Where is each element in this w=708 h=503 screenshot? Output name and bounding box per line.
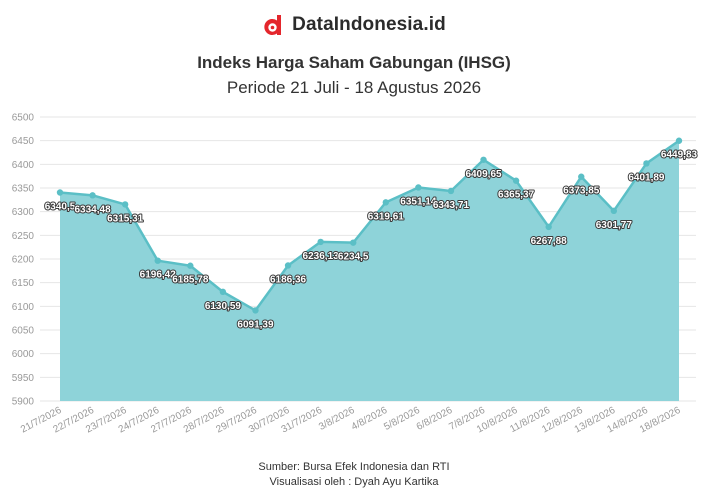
y-tick-label: 6250 (12, 231, 35, 242)
series-line (59, 139, 680, 312)
brand-name: DataIndonesia.id (292, 14, 446, 35)
data-point (89, 192, 96, 199)
data-point (382, 199, 389, 206)
data-label: 6373,85 (563, 186, 600, 197)
data-label: 6301,77 (596, 220, 633, 231)
data-label: 6365,37 (498, 190, 535, 201)
data-label: 6186,36 (270, 274, 307, 285)
y-tick-label: 6000 (12, 349, 35, 360)
brand-header: DataIndonesia.id (0, 14, 708, 36)
data-label: 6091,39 (237, 319, 274, 330)
dataindonesia-logo-icon (264, 15, 282, 35)
data-label: 6130,59 (205, 301, 242, 312)
data-label: 6236,13 (303, 251, 340, 262)
data-point (154, 257, 161, 264)
data-label: 6185,78 (172, 275, 209, 286)
data-point (512, 177, 520, 184)
series-area (60, 140, 679, 401)
y-tick-label: 5900 (12, 397, 35, 408)
data-point (578, 173, 585, 180)
chart-subtitle: Periode 21 Juli - 18 Agustus 2026 (226, 78, 482, 97)
y-tick-label: 6050 (12, 326, 35, 337)
data-label: 6340,5 (45, 201, 76, 212)
data-point (675, 137, 683, 144)
y-tick-label: 5950 (12, 373, 35, 384)
data-label: 6334,48 (75, 204, 112, 215)
y-tick-label: 6200 (12, 255, 35, 266)
y-tick-label: 6500 (12, 113, 35, 124)
data-label: 6401,89 (628, 172, 665, 183)
data-point (610, 207, 618, 215)
data-label: 6196,42 (140, 270, 177, 281)
data-label: 6343,71 (433, 200, 470, 211)
chart-footer: Sumber: Bursa Efek Indonesia dan RTI Vis… (0, 460, 708, 490)
data-label: 6319,61 (368, 211, 405, 222)
data-point (284, 262, 292, 269)
data-point (545, 223, 552, 231)
data-point (447, 187, 455, 195)
data-point (252, 307, 259, 314)
x-tick-label: 5/8/2026 (382, 405, 422, 433)
x-tick-label: 6/8/2026 (415, 405, 455, 433)
data-label: 6449,83 (661, 150, 698, 161)
data-point (121, 201, 129, 208)
y-tick-label: 6450 (12, 136, 35, 147)
data-point (219, 288, 227, 296)
y-tick-label: 6400 (12, 160, 35, 171)
x-tick-label: 4/8/2026 (350, 405, 390, 433)
data-point (56, 189, 64, 196)
y-tick-label: 6350 (12, 184, 35, 195)
data-label: 6315,31 (107, 213, 144, 224)
chart-title: Indeks Harga Saham Gabungan (IHSG) (197, 53, 511, 72)
data-label: 6234,5 (338, 252, 369, 263)
data-point (643, 160, 650, 167)
y-tick-label: 6150 (12, 278, 35, 289)
data-label: 6267,88 (531, 236, 568, 247)
data-label: 6351,14 (400, 196, 437, 207)
data-point (350, 239, 357, 246)
data-point (317, 238, 324, 246)
data-point (187, 262, 194, 269)
x-tick-label: 3/8/2026 (317, 405, 357, 433)
source-note: Sumber: Bursa Efek Indonesia dan RTI (258, 461, 450, 473)
data-point (415, 184, 422, 191)
y-tick-label: 6300 (12, 207, 35, 218)
visualization-credit: Visualisasi oleh : Dyah Ayu Kartika (269, 476, 439, 488)
y-tick-label: 6100 (12, 302, 35, 313)
data-label: 6409,65 (465, 169, 502, 180)
data-point (480, 156, 487, 163)
